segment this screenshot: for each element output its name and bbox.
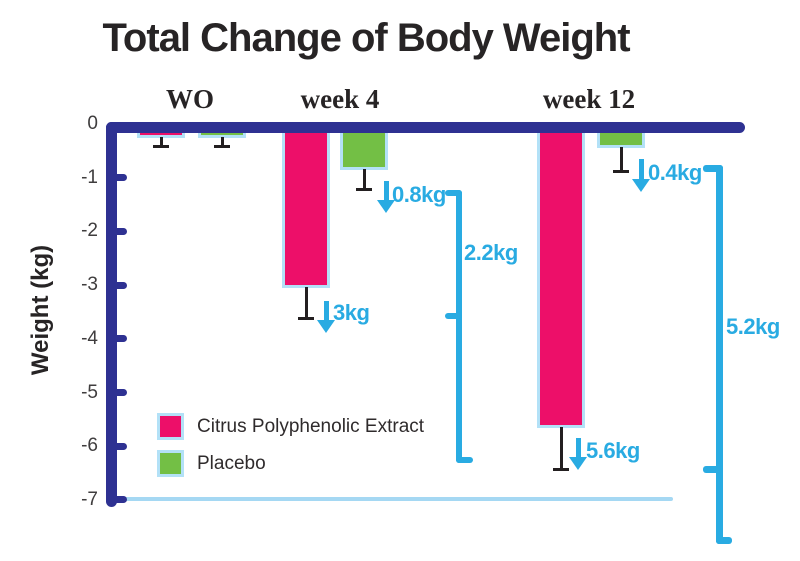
down-arrow-head-icon-0-4kg	[632, 179, 650, 192]
down-arrow-head-icon-5-6kg	[569, 457, 587, 470]
y-axis-tick--3	[116, 281, 127, 289]
y-axis-tick-label--7: -7	[81, 488, 98, 510]
value-label-0-8kg: 0.8kg	[392, 182, 446, 207]
error-bar-cap-extract-week12	[553, 467, 569, 471]
down-arrow-head-icon-0-8kg	[377, 200, 395, 213]
error-bar-cap-extract-w0	[153, 145, 169, 149]
y-axis-tick--6	[116, 442, 127, 450]
y-axis-tick-label--4: -4	[81, 327, 98, 349]
error-bar-extract-week12	[559, 426, 563, 471]
y-axis-tick-label-0: 0	[87, 113, 98, 134]
y-axis-line	[106, 122, 117, 507]
error-bar-cap-placebo-w0	[214, 145, 230, 149]
bracket-tick-2-2kg-1	[445, 313, 462, 319]
error-bar-cap-placebo-week4	[356, 188, 372, 192]
bracket-tick-5-2kg-1	[703, 466, 723, 473]
category-label-w0: WO	[165, 84, 215, 114]
legend-label-extract: Citrus Polyphenolic Extract	[197, 415, 425, 437]
bottom-baseline	[123, 497, 673, 501]
value-label-5-6kg: 5.6kg	[586, 438, 640, 463]
bracket-line-5-2kg	[716, 165, 723, 544]
difference-label-2-2kg: 2.2kg	[464, 240, 518, 265]
y-axis-tick-label--1: -1	[81, 166, 98, 188]
down-arrow-icon-5-6kg	[575, 438, 581, 459]
legend-swatch-placebo	[157, 450, 184, 477]
legend-item-placebo: Placebo	[157, 450, 266, 477]
error-bar-extract-week4	[304, 287, 308, 321]
legend-label-placebo: Placebo	[197, 452, 266, 474]
error-bar-placebo-week12	[619, 147, 623, 173]
bracket-foot-5-2kg	[716, 537, 732, 544]
error-bar-placebo-week4	[362, 168, 366, 192]
down-arrow-icon-0-8kg	[383, 181, 389, 202]
down-arrow-icon-3kg	[323, 301, 329, 322]
legend-item-extract: Citrus Polyphenolic Extract	[157, 413, 424, 440]
y-axis-tick--1	[116, 174, 127, 182]
y-axis-tick--4	[116, 335, 127, 343]
chart-title: Total Change of Body Weight	[102, 16, 630, 60]
y-axis-tick-label--6: -6	[81, 435, 98, 457]
difference-label-5-2kg: 5.2kg	[726, 314, 780, 339]
y-axis-tick-label--5: -5	[81, 381, 98, 403]
bar-extract-week12	[537, 124, 585, 428]
bracket-foot-2-2kg	[456, 457, 473, 463]
x-axis-line	[106, 122, 745, 133]
error-bar-placebo-w0	[220, 136, 224, 149]
bar-extract-week4	[282, 124, 330, 289]
y-axis-tick-label--3: -3	[81, 274, 98, 296]
category-label-week4: week 4	[300, 84, 380, 114]
value-label-3kg: 3kg	[333, 300, 370, 325]
legend-swatch-extract	[157, 413, 184, 440]
error-bar-cap-placebo-week12	[613, 169, 629, 173]
error-bar-cap-extract-week4	[298, 317, 314, 321]
bracket-tick-5-2kg-0	[703, 165, 723, 172]
value-label-0-4kg: 0.4kg	[648, 160, 702, 185]
y-axis-tick--2	[116, 227, 127, 235]
error-bar-extract-w0	[159, 136, 163, 149]
bracket-tick-2-2kg-0	[445, 190, 462, 196]
bracket-line-2-2kg	[456, 190, 462, 463]
y-axis-tick--7	[116, 496, 127, 504]
down-arrow-icon-0-4kg	[638, 159, 644, 181]
down-arrow-head-icon-3kg	[317, 320, 335, 333]
y-axis-tick-label--2: -2	[81, 220, 98, 242]
y-axis-tick--5	[116, 389, 127, 396]
category-label-week12: week 12	[542, 84, 636, 114]
